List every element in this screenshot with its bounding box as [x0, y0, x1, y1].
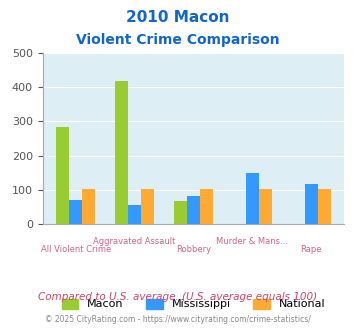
Text: Rape: Rape: [300, 245, 322, 254]
Text: 2010 Macon: 2010 Macon: [126, 10, 229, 25]
Text: Murder & Mans...: Murder & Mans...: [217, 238, 288, 247]
Text: Robbery: Robbery: [176, 245, 211, 254]
Bar: [174, 201, 187, 224]
Bar: [200, 189, 213, 224]
Bar: [56, 127, 69, 224]
Bar: [187, 196, 200, 224]
Text: All Violent Crime: All Violent Crime: [40, 245, 111, 254]
Bar: [82, 189, 95, 224]
Text: Violent Crime Comparison: Violent Crime Comparison: [76, 33, 279, 47]
Bar: [69, 200, 82, 224]
Text: © 2025 CityRating.com - https://www.cityrating.com/crime-statistics/: © 2025 CityRating.com - https://www.city…: [45, 315, 310, 324]
Bar: [318, 189, 331, 224]
Bar: [246, 173, 259, 224]
Bar: [115, 81, 128, 224]
Bar: [141, 189, 154, 224]
Text: Aggravated Assault: Aggravated Assault: [93, 238, 176, 247]
Bar: [128, 205, 141, 224]
Bar: [259, 189, 272, 224]
Bar: [305, 184, 318, 224]
Legend: Macon, Mississippi, National: Macon, Mississippi, National: [62, 299, 325, 309]
Text: Compared to U.S. average. (U.S. average equals 100): Compared to U.S. average. (U.S. average …: [38, 292, 317, 302]
